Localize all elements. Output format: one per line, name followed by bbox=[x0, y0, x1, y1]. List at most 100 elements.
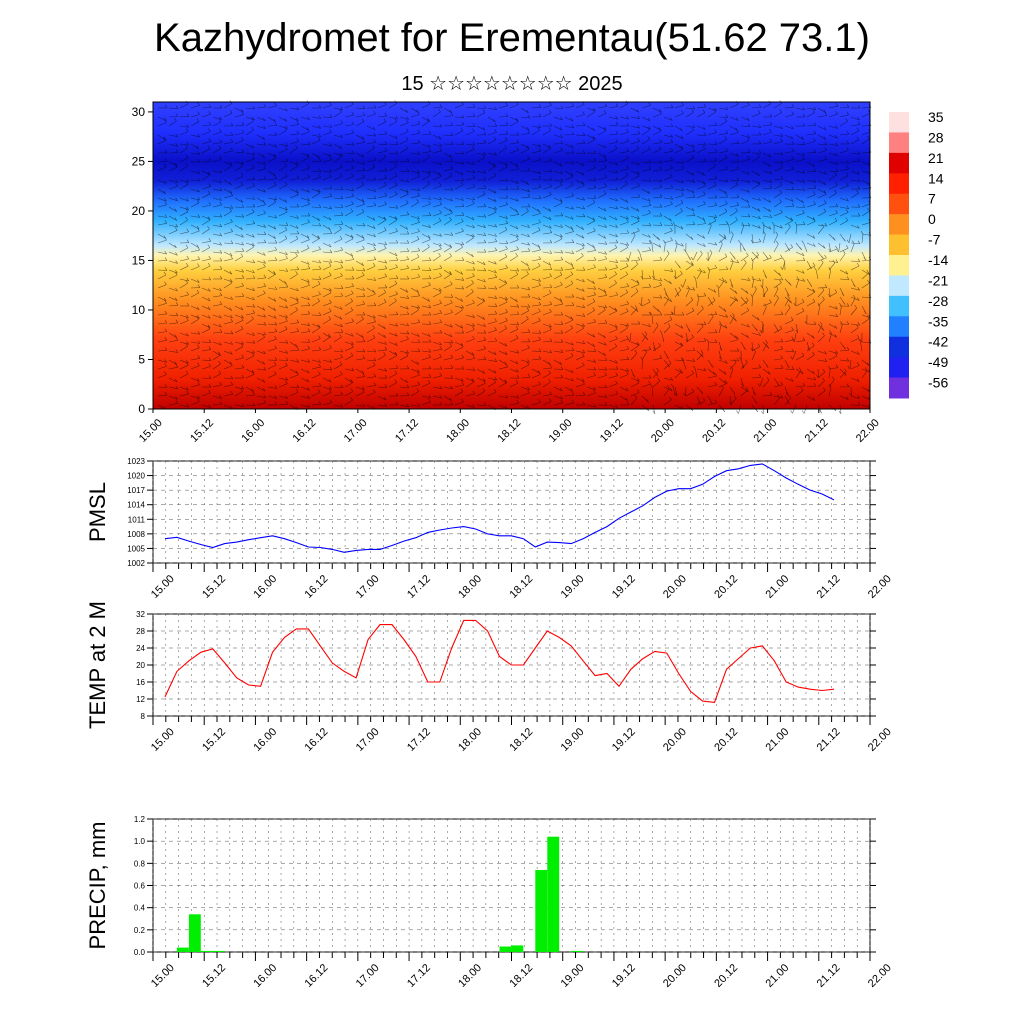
wind-barb bbox=[267, 197, 277, 201]
wind-barb bbox=[300, 131, 310, 136]
wind-barb-flag bbox=[208, 216, 211, 220]
wind-barb bbox=[707, 160, 717, 163]
wind-barb bbox=[487, 224, 497, 228]
wind-barb-flag bbox=[725, 380, 728, 384]
wind-barb bbox=[333, 214, 344, 217]
wind-barb bbox=[322, 287, 332, 292]
wind-barb-flag bbox=[604, 372, 607, 376]
wind-barb bbox=[553, 233, 563, 238]
wind-barb bbox=[806, 221, 816, 226]
wind-barb bbox=[498, 223, 508, 226]
wind-barb-flag bbox=[394, 172, 398, 177]
wind-barb-flag bbox=[339, 235, 343, 240]
wind-barb bbox=[157, 374, 167, 379]
wind-barb-flag bbox=[603, 154, 607, 158]
wind-barb-flag bbox=[670, 268, 674, 272]
wind-barb bbox=[828, 333, 832, 343]
wind-barb bbox=[564, 268, 574, 271]
pmsl-series-line bbox=[164, 463, 835, 553]
wind-barb-flag bbox=[208, 357, 212, 361]
wind-barb-flag bbox=[582, 378, 585, 382]
wind-barb-flag bbox=[801, 410, 805, 414]
colorbar-label: -42 bbox=[928, 334, 948, 350]
wind-barb-flag bbox=[482, 191, 486, 195]
colorbar-segment bbox=[889, 234, 909, 256]
wind-barb-flag bbox=[405, 136, 409, 141]
wind-barb-flag bbox=[791, 327, 794, 331]
wind-barb-flag bbox=[252, 275, 256, 279]
wind-barb-flag bbox=[603, 216, 607, 220]
wind-barb-flag bbox=[652, 410, 656, 414]
wind-barb-flag bbox=[678, 265, 681, 269]
wind-barb-flag bbox=[175, 143, 178, 147]
wind-barb-flag bbox=[373, 195, 377, 199]
wind-barb-flag bbox=[761, 221, 765, 226]
wind-barb-flag bbox=[296, 359, 299, 363]
wind-barb bbox=[773, 288, 779, 298]
wind-barb bbox=[575, 134, 586, 136]
wind-barb-flag bbox=[350, 352, 354, 356]
y-tick-label: 1011 bbox=[128, 515, 146, 524]
wind-barb-flag bbox=[241, 149, 245, 153]
wind-barb bbox=[267, 338, 277, 343]
wind-barb-flag bbox=[384, 314, 387, 318]
wind-barb-flag bbox=[405, 200, 409, 204]
wind-barb bbox=[773, 278, 783, 281]
wind-barb-flag bbox=[438, 252, 441, 257]
wind-barb bbox=[685, 332, 689, 342]
wind-barb bbox=[509, 214, 519, 217]
wind-barb-flag bbox=[252, 151, 256, 155]
wind-barb-flag bbox=[318, 104, 322, 109]
wind-barb bbox=[848, 233, 852, 243]
wind-barb bbox=[707, 252, 713, 262]
wind-barb-flag bbox=[197, 395, 200, 399]
wind-barb-flag bbox=[219, 265, 223, 270]
wind-barb-flag bbox=[175, 197, 178, 201]
wind-barb-flag bbox=[680, 334, 683, 338]
wind-barb bbox=[289, 147, 298, 154]
wind-barb bbox=[278, 377, 288, 381]
wind-barb bbox=[201, 148, 211, 154]
wind-barb bbox=[564, 386, 573, 392]
wind-barb bbox=[718, 377, 727, 384]
wind-barb-flag bbox=[208, 375, 212, 379]
wind-barb bbox=[443, 332, 453, 338]
wind-barb-flag bbox=[317, 189, 320, 194]
wind-barb-flag bbox=[560, 147, 563, 151]
wind-barb-flag bbox=[263, 321, 267, 326]
wind-barb-flag bbox=[824, 147, 827, 151]
wind-barb-flag bbox=[439, 287, 442, 292]
wind-barb-flag bbox=[802, 152, 805, 156]
wind-barb-flag bbox=[285, 400, 289, 405]
wind-barb-flag bbox=[582, 313, 586, 317]
wind-barb bbox=[410, 170, 420, 174]
wind-barb-flag bbox=[548, 378, 551, 383]
wind-barb bbox=[179, 283, 188, 289]
wind-barb bbox=[674, 273, 683, 280]
wind-barb bbox=[443, 160, 454, 163]
wind-barb bbox=[267, 273, 276, 280]
wind-barb-flag bbox=[230, 218, 233, 223]
wind-barb bbox=[168, 296, 178, 301]
wind-barb-flag bbox=[493, 190, 497, 194]
wind-barb-flag bbox=[219, 275, 223, 280]
wind-barb-flag bbox=[219, 232, 223, 237]
wind-barb bbox=[861, 269, 870, 275]
wind-barb-flag bbox=[615, 224, 618, 228]
wind-barb bbox=[740, 323, 750, 328]
wind-barb-flag bbox=[649, 239, 653, 244]
wind-barb-flag bbox=[615, 360, 618, 364]
wind-barb-flag bbox=[626, 155, 629, 159]
wind-barb-flag bbox=[263, 189, 266, 193]
y-tick-label: 0.8 bbox=[134, 859, 146, 868]
wind-barb bbox=[597, 160, 607, 163]
wind-barb bbox=[256, 251, 266, 256]
wind-barb bbox=[333, 176, 343, 181]
wind-barb bbox=[718, 133, 728, 136]
wind-barb bbox=[839, 168, 849, 172]
wind-barb bbox=[234, 404, 244, 407]
wind-barb-flag bbox=[164, 310, 168, 315]
wind-barb-flag bbox=[725, 165, 729, 170]
wind-barb-flag bbox=[482, 127, 486, 131]
wind-barb-flag bbox=[329, 205, 333, 210]
